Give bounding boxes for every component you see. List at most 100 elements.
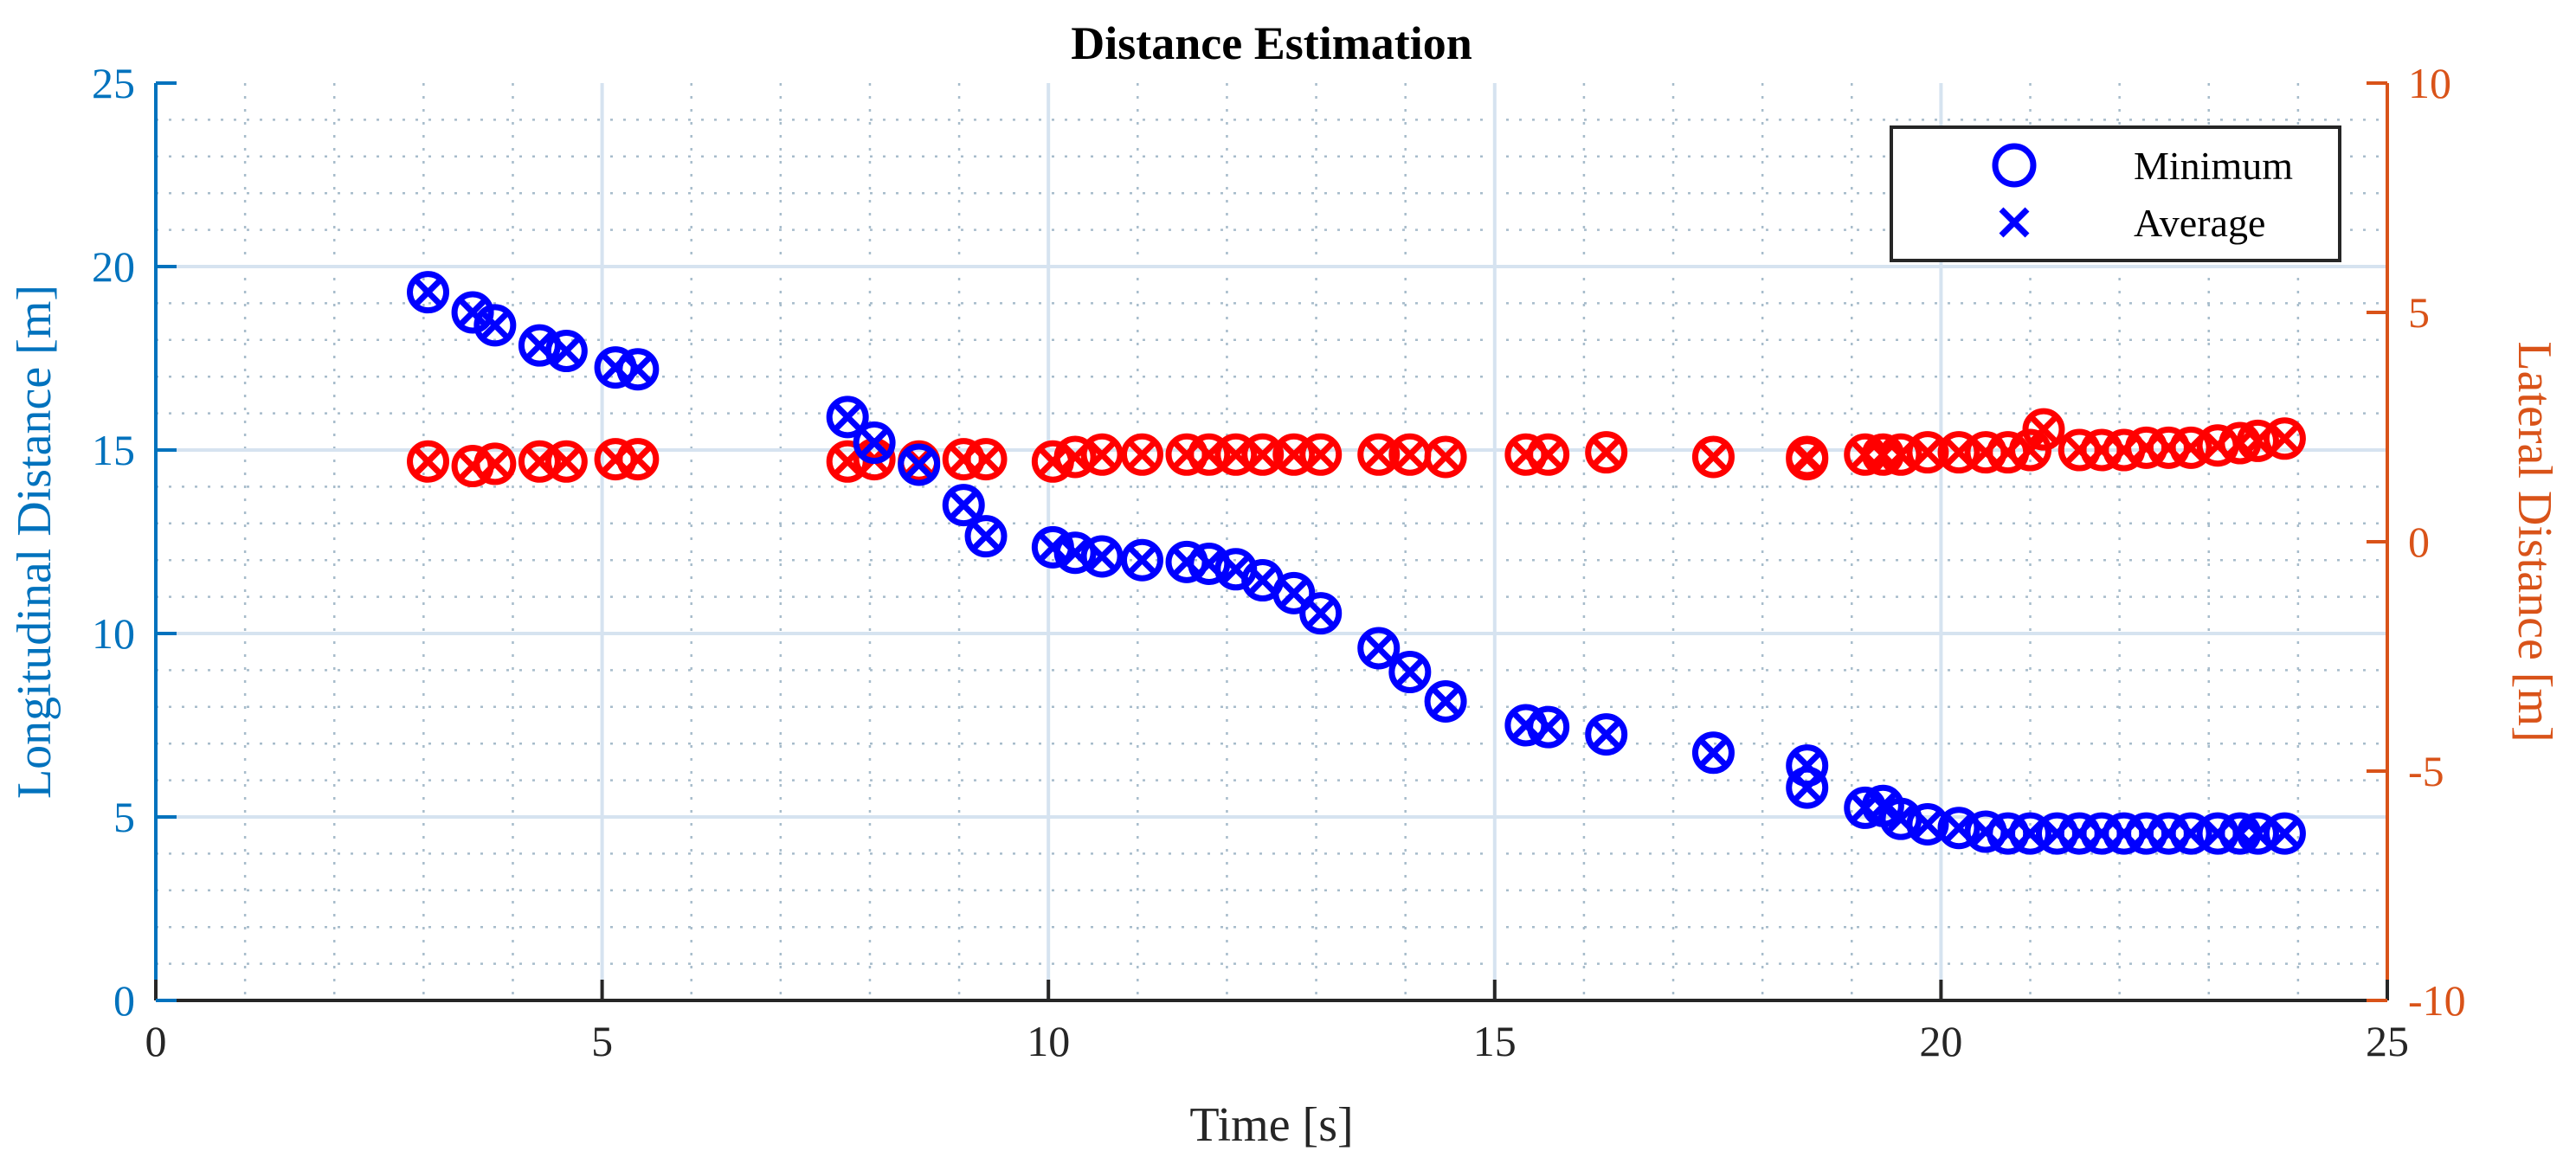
longitudinal-average-marker bbox=[859, 428, 890, 458]
longitudinal-minimum-marker bbox=[2236, 812, 2279, 855]
left-y-tick-label: 5 bbox=[113, 793, 135, 841]
lateral-minimum-marker bbox=[1786, 435, 1829, 479]
longitudinal-minimum-marker bbox=[451, 291, 494, 334]
longitudinal-average-marker bbox=[904, 449, 935, 480]
lateral-minimum-marker bbox=[2263, 417, 2306, 460]
lateral-minimum-marker bbox=[1214, 433, 1258, 476]
longitudinal-minimum-marker bbox=[2169, 812, 2212, 855]
lateral-average-marker bbox=[1305, 439, 1336, 470]
longitudinal-minimum-marker bbox=[1357, 627, 1401, 670]
longitudinal-minimum-marker bbox=[1080, 535, 1124, 578]
lateral-average-marker bbox=[2015, 434, 2045, 466]
longitudinal-average-marker bbox=[1792, 772, 1823, 803]
lateral-average-marker bbox=[1430, 441, 1461, 473]
lateral-average-marker bbox=[1591, 437, 1622, 468]
longitudinal-minimum-marker bbox=[544, 330, 588, 373]
x-tick-label: 5 bbox=[591, 1017, 613, 1065]
left-y-tick-label: 0 bbox=[113, 976, 135, 1025]
lateral-minimum-marker bbox=[1937, 431, 1980, 474]
left-y-tick-label: 10 bbox=[92, 609, 135, 658]
legend-label-minimum: Minimum bbox=[2134, 144, 2293, 188]
longitudinal-minimum-marker bbox=[616, 348, 660, 391]
legend-x-marker bbox=[1999, 207, 2030, 238]
longitudinal-average-marker bbox=[1394, 657, 1426, 687]
longitudinal-average-marker bbox=[413, 277, 443, 308]
lateral-average-marker bbox=[1912, 437, 1943, 468]
lateral-average-marker bbox=[970, 444, 1001, 475]
longitudinal-minimum-marker bbox=[1272, 571, 1316, 614]
right-y-tick-label: -5 bbox=[2408, 747, 2444, 795]
longitudinal-minimum-marker bbox=[473, 304, 517, 347]
lateral-minimum-marker bbox=[544, 440, 588, 483]
longitudinal-minimum-marker bbox=[1120, 538, 1163, 582]
right-y-axis-label: Lateral Distance [m] bbox=[2508, 341, 2561, 742]
left-y-axis-label: Longitudinal Distance [m] bbox=[8, 285, 61, 799]
legend-box bbox=[1890, 125, 2341, 262]
left-y-tick-label: 20 bbox=[92, 242, 135, 291]
longitudinal-average-marker bbox=[551, 336, 582, 366]
lateral-average-marker bbox=[1363, 439, 1394, 470]
longitudinal-minimum-marker bbox=[942, 484, 985, 527]
lateral-minimum-marker bbox=[473, 442, 517, 486]
lateral-average-marker bbox=[1533, 439, 1564, 470]
x-tick-label: 10 bbox=[1027, 1017, 1070, 1065]
left-y-tick-label: 15 bbox=[92, 426, 135, 474]
longitudinal-average-marker bbox=[1912, 809, 1943, 839]
legend-circle-marker bbox=[1992, 143, 2037, 188]
longitudinal-average-marker bbox=[1591, 719, 1622, 750]
lateral-minimum-marker bbox=[2022, 408, 2065, 451]
lateral-minimum-marker bbox=[1691, 435, 1735, 479]
longitudinal-minimum-marker bbox=[1585, 713, 1628, 756]
lateral-average-marker bbox=[551, 446, 582, 477]
lateral-minimum-marker bbox=[1053, 435, 1097, 479]
lateral-average-marker bbox=[1697, 441, 1729, 473]
lateral-average-marker bbox=[1086, 439, 1117, 470]
longitudinal-minimum-marker bbox=[1527, 705, 1570, 749]
right-y-tick-label: -10 bbox=[2408, 976, 2466, 1025]
lateral-minimum-marker bbox=[1299, 433, 1343, 476]
longitudinal-minimum-marker bbox=[1691, 731, 1735, 775]
longitudinal-minimum-marker bbox=[407, 271, 450, 314]
right-y-tick-label: 5 bbox=[2408, 288, 2430, 337]
lateral-average-marker bbox=[1127, 439, 1157, 470]
longitudinal-minimum-marker bbox=[2009, 812, 2052, 855]
lateral-average-marker bbox=[622, 444, 654, 475]
longitudinal-average-marker bbox=[970, 521, 1001, 552]
lateral-average-marker bbox=[2269, 423, 2300, 454]
lateral-minimum-marker bbox=[1879, 433, 1922, 476]
longitudinal-average-marker bbox=[1697, 737, 1729, 768]
longitudinal-minimum-marker bbox=[1786, 766, 1829, 809]
lateral-average-marker bbox=[2028, 414, 2059, 445]
longitudinal-average-marker bbox=[480, 310, 511, 341]
lateral-minimum-marker bbox=[1188, 433, 1231, 476]
longitudinal-average-marker bbox=[1305, 598, 1336, 629]
right-y-tick-label: 10 bbox=[2408, 59, 2451, 107]
longitudinal-average-marker bbox=[622, 354, 654, 385]
x-tick-label: 25 bbox=[2366, 1017, 2409, 1065]
legend: Minimum Average bbox=[1890, 125, 2341, 262]
lateral-minimum-marker bbox=[1272, 433, 1316, 476]
lateral-minimum-marker bbox=[1241, 433, 1285, 476]
lateral-minimum-marker bbox=[1424, 435, 1467, 479]
lateral-average-marker bbox=[1247, 439, 1278, 470]
lateral-minimum-marker bbox=[616, 438, 660, 481]
x-tick-label: 15 bbox=[1473, 1017, 1517, 1065]
longitudinal-average-marker bbox=[1247, 565, 1278, 595]
lateral-average-marker bbox=[1394, 439, 1426, 470]
longitudinal-average-marker bbox=[1867, 790, 1898, 821]
longitudinal-minimum-marker bbox=[1053, 531, 1097, 575]
longitudinal-minimum-marker bbox=[853, 421, 896, 465]
longitudinal-average-marker bbox=[2269, 818, 2300, 849]
longitudinal-minimum-marker bbox=[1424, 679, 1467, 723]
lateral-minimum-marker bbox=[1120, 433, 1163, 476]
longitudinal-average-marker bbox=[832, 402, 863, 433]
x-tick-label: 20 bbox=[1919, 1017, 1962, 1065]
longitudinal-minimum-marker bbox=[898, 443, 941, 486]
chart-title: Distance Estimation bbox=[1071, 17, 1472, 69]
longitudinal-minimum-marker bbox=[1388, 651, 1432, 694]
data-markers bbox=[407, 271, 2306, 855]
longitudinal-average-marker bbox=[1363, 633, 1394, 664]
longitudinal-average-marker bbox=[1278, 577, 1310, 608]
